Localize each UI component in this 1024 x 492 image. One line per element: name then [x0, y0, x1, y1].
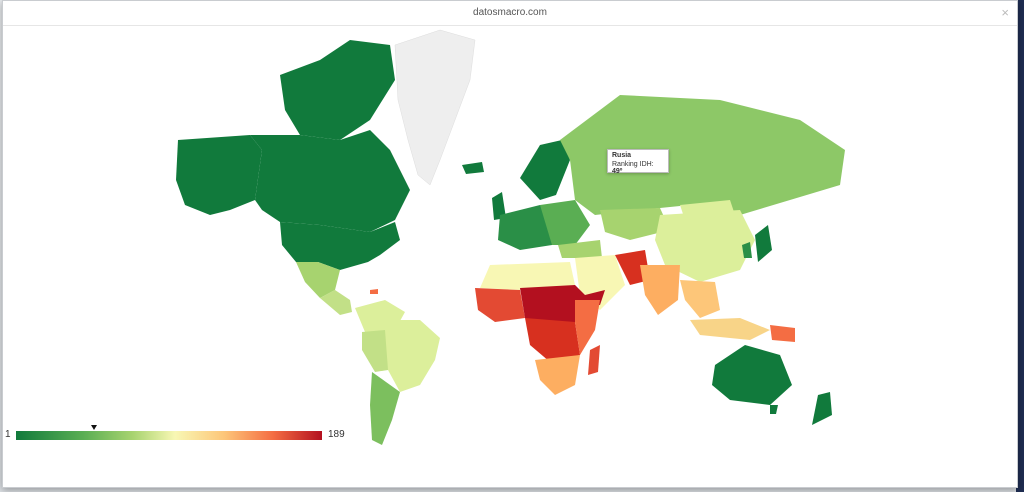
region-kazakhstan[interactable]: [600, 208, 670, 240]
region-madagascar[interactable]: [588, 345, 600, 375]
region-southern-africa[interactable]: [535, 355, 580, 395]
region-peru-bolivia[interactable]: [362, 330, 388, 372]
region-canada[interactable]: [250, 130, 410, 232]
region-turkey[interactable]: [558, 240, 602, 258]
close-button[interactable]: ×: [1001, 5, 1009, 20]
region-australia[interactable]: [712, 345, 792, 405]
region-greenland: [394, 29, 476, 186]
tooltip-value: 49º: [612, 168, 623, 175]
region-argentina-chile[interactable]: [370, 372, 400, 445]
region-alaska[interactable]: [176, 135, 262, 215]
region-china[interactable]: [655, 210, 755, 282]
region-eastern-europe[interactable]: [540, 200, 590, 245]
legend-min-label: 1: [5, 429, 11, 440]
region-north-africa[interactable]: [480, 262, 575, 290]
region-tasmania[interactable]: [770, 405, 778, 414]
region-brazil[interactable]: [380, 320, 440, 392]
region-east-africa[interactable]: [575, 300, 600, 355]
modal-title: datosmacro.com: [473, 7, 547, 18]
region-west-africa[interactable]: [475, 288, 525, 322]
region-japan[interactable]: [755, 225, 772, 262]
region-iceland[interactable]: [462, 162, 484, 174]
page-right-edge: [1016, 0, 1024, 492]
region-usa[interactable]: [280, 222, 400, 270]
region-korea[interactable]: [742, 242, 752, 258]
region-new-zealand[interactable]: [812, 392, 832, 425]
modal-header: datosmacro.com ×: [3, 1, 1017, 26]
region-sahel[interactable]: [520, 285, 590, 325]
region-png[interactable]: [770, 325, 795, 342]
region-southeast-asia[interactable]: [680, 280, 720, 318]
legend-marker-icon: [91, 425, 98, 430]
region-haiti[interactable]: [370, 289, 378, 294]
region-canada-islands[interactable]: [280, 40, 395, 140]
region-uk[interactable]: [492, 192, 506, 220]
region-indonesia[interactable]: [690, 318, 770, 340]
region-afghanistan-pakistan[interactable]: [615, 250, 650, 285]
region-india[interactable]: [640, 265, 680, 315]
tooltip-country-name: Rusia: [612, 152, 632, 159]
legend-max-label: 189: [328, 429, 345, 440]
region-mexico[interactable]: [296, 262, 340, 298]
country-tooltip: Rusia Ranking IDH: 49º: [607, 149, 669, 175]
region-central-africa[interactable]: [525, 318, 580, 362]
region-russia[interactable]: [560, 95, 845, 215]
region-scandinavia[interactable]: [520, 140, 570, 200]
region-central-america[interactable]: [320, 290, 352, 315]
legend-color-scale: [16, 431, 322, 440]
tooltip-metric-label: Ranking IDH:: [612, 161, 654, 168]
region-mongolia[interactable]: [680, 200, 735, 220]
